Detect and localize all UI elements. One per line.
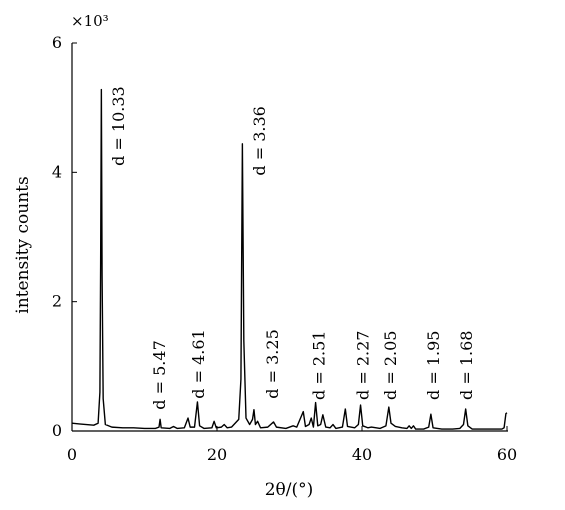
peak-d-spacing-label: d = 1.95 xyxy=(424,331,443,400)
peak-d-spacing-label: d = 2.05 xyxy=(381,331,400,400)
x-tick-label: 0 xyxy=(67,445,77,464)
x-tick-label: 40 xyxy=(352,445,372,464)
x-axis-title: 2θ/(°) xyxy=(265,480,314,500)
y-tick-label: 0 xyxy=(52,421,62,440)
axes-group: 0 20 40 60 0 2 4 6 xyxy=(52,33,517,464)
series-layer xyxy=(71,88,508,430)
y-tick-label: 2 xyxy=(52,292,62,311)
xrd-pattern-line xyxy=(71,88,508,430)
y-axis-multiplier: ×10³ xyxy=(71,12,109,30)
y-axis-title: intensity counts xyxy=(13,176,33,313)
peak-d-spacing-label: d = 2.27 xyxy=(354,331,373,400)
peak-d-spacing-label: d = 5.47 xyxy=(150,340,169,409)
peak-d-spacing-label: d = 3.36 xyxy=(250,106,269,175)
peak-d-spacing-label: d = 1.68 xyxy=(457,331,476,400)
peak-d-spacing-label: d = 3.25 xyxy=(263,329,282,398)
peak-d-spacing-label: d = 4.61 xyxy=(189,329,208,398)
annotation-layer: d = 10.33 d = 5.47 d = 4.61 d = 3.36 d = 3.2… xyxy=(109,86,476,409)
x-tick-label: 20 xyxy=(207,445,227,464)
y-tick-label: 6 xyxy=(52,33,62,52)
peak-d-spacing-label: d = 10.33 xyxy=(109,86,128,166)
peak-d-spacing-label: d = 2.51 xyxy=(309,331,328,400)
y-tick-label: 4 xyxy=(52,162,62,181)
x-tick-label: 60 xyxy=(497,445,517,464)
